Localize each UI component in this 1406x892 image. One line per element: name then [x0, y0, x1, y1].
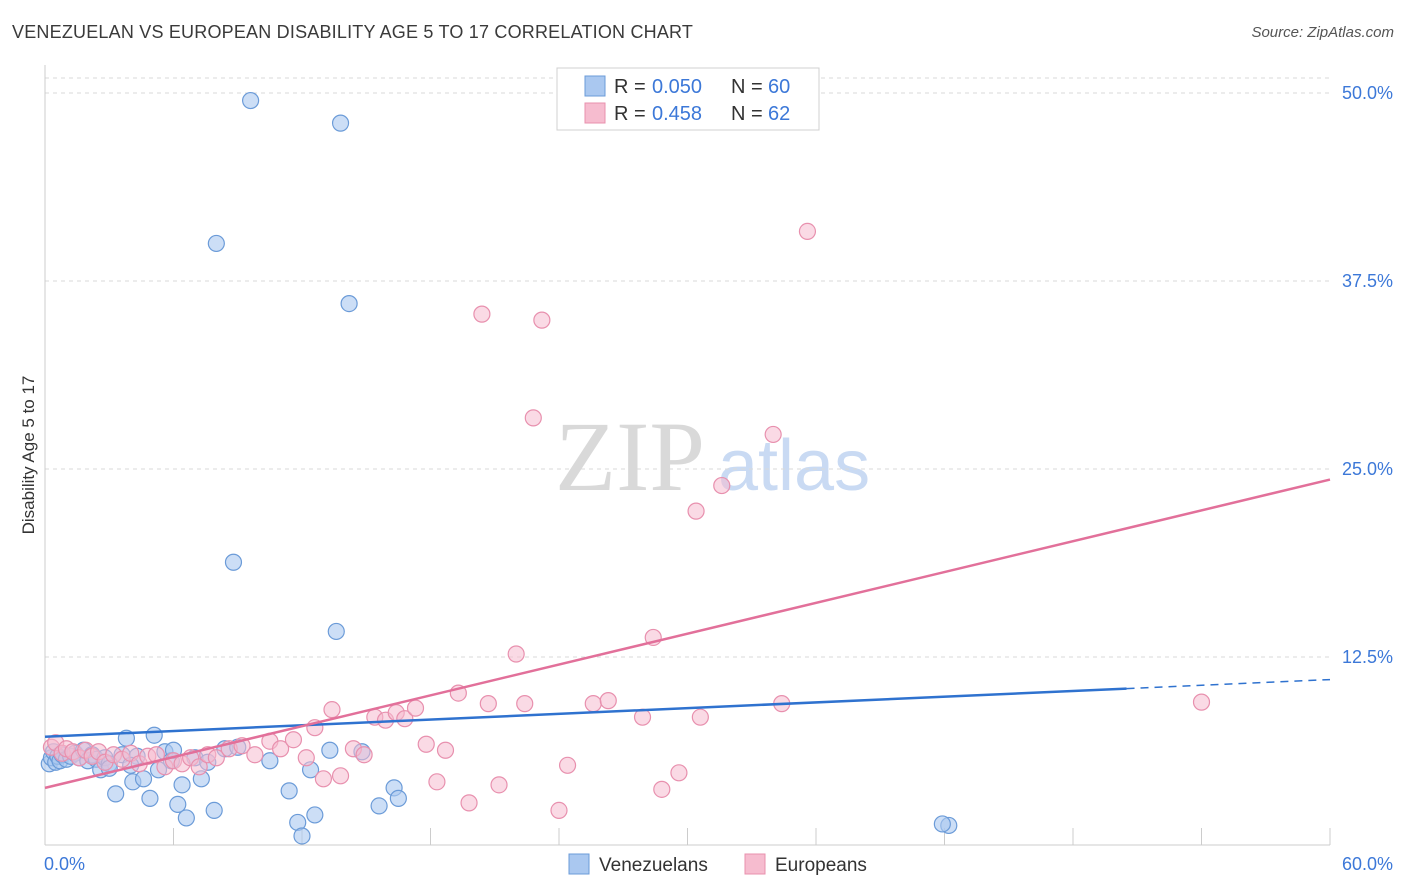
venezuelans-point — [340, 294, 358, 313]
europeans-point — [670, 764, 688, 782]
legend-swatch-venezuelans — [584, 75, 606, 97]
watermark-zip: ZIP — [555, 401, 705, 512]
europeans-point — [314, 770, 333, 788]
europeans-trend-line — [44, 478, 1331, 790]
venezuelans-point — [331, 114, 350, 132]
europeans-point — [516, 695, 534, 713]
y-tick-label: 12.5% — [1342, 647, 1393, 667]
europeans-point — [653, 780, 671, 798]
y-tick-label: 37.5% — [1342, 271, 1393, 291]
europeans-point — [271, 740, 290, 758]
legend-n-label-1: N = — [731, 76, 763, 98]
trend-lines — [44, 478, 1331, 790]
legend-r-label-2: R = — [614, 103, 646, 125]
europeans-point — [798, 222, 817, 240]
y-tick-label: 25.0% — [1342, 459, 1393, 479]
europeans-point — [147, 746, 165, 764]
europeans-point — [331, 767, 350, 785]
bottom-legend-europeans: Europeans — [775, 855, 867, 876]
bottom-legend-swatch-europeans — [744, 853, 766, 875]
axes — [44, 65, 1331, 846]
europeans-point — [460, 794, 478, 812]
europeans-point — [550, 801, 568, 820]
venezuelans-point — [306, 806, 324, 824]
europeans-point — [490, 776, 508, 794]
europeans-point — [436, 741, 455, 759]
venezuelans-trend-extension — [1126, 678, 1331, 690]
europeans-point — [558, 756, 577, 774]
europeans-points — [42, 222, 1211, 820]
europeans-point — [1192, 693, 1211, 711]
europeans-point — [599, 692, 617, 710]
europeans-point — [479, 695, 497, 713]
europeans-point — [190, 758, 208, 776]
venezuelans-point — [205, 801, 223, 820]
venezuelans-point — [177, 809, 195, 827]
europeans-point — [246, 746, 264, 764]
europeans-point — [507, 645, 525, 663]
x-tick-label-max: 60.0% — [1342, 854, 1393, 874]
europeans-point — [297, 749, 315, 767]
europeans-point — [323, 701, 341, 719]
venezuelans-point — [107, 785, 125, 803]
europeans-point — [584, 695, 602, 713]
venezuelans-point — [242, 91, 260, 110]
legend-swatch-europeans — [584, 102, 606, 124]
europeans-point — [207, 749, 225, 767]
y-axis-title: Disability Age 5 to 17 — [19, 376, 38, 535]
venezuelans-point — [370, 797, 388, 815]
europeans-point — [396, 710, 414, 728]
europeans-point — [533, 311, 551, 329]
legend-r-value-2: 0.458 — [652, 103, 702, 125]
y-tick-label: 50.0% — [1342, 83, 1393, 103]
europeans-point — [428, 773, 446, 791]
europeans-point — [764, 425, 782, 444]
venezuelans-point — [389, 789, 407, 807]
venezuelans-point — [293, 827, 311, 845]
legend-r-value-1: 0.050 — [652, 76, 702, 98]
venezuelans-point — [134, 770, 153, 788]
venezuelans-point — [145, 726, 163, 744]
venezuelans-point — [321, 741, 339, 759]
legend-n-label-2: N = — [731, 103, 763, 125]
legend-n-value-2: 62 — [768, 103, 790, 125]
venezuelans-point — [169, 795, 187, 813]
europeans-point — [713, 476, 731, 495]
tick-labels: 12.5% 25.0% 37.5% 50.0% 0.0% 60.0% — [44, 83, 1393, 874]
source-label: Source: ZipAtlas.com — [1251, 24, 1394, 41]
stats-legend: R = 0.050 N = 60 R = 0.458 N = 62 — [556, 67, 820, 131]
europeans-point — [406, 699, 425, 717]
venezuelans-point — [173, 776, 191, 794]
bottom-legend-swatch-venezuelans — [568, 853, 590, 875]
venezuelans-trend-line — [44, 687, 1127, 738]
venezuelans-point — [224, 553, 243, 571]
bottom-legend-venezuelans: Venezuelans — [599, 855, 708, 876]
venezuelans-point — [141, 789, 159, 807]
watermark-atlas: atlas — [718, 426, 870, 506]
gridlines — [45, 77, 1330, 658]
legend-n-value-1: 60 — [768, 76, 790, 98]
venezuelans-point — [207, 234, 225, 253]
europeans-point — [524, 409, 542, 427]
europeans-point — [284, 731, 303, 749]
venezuelans-point — [327, 622, 345, 641]
series-legend: Venezuelans Europeans — [568, 853, 867, 876]
x-tick-label-min: 0.0% — [44, 854, 85, 874]
venezuelans-point — [280, 782, 298, 800]
chart-title: VENEZUELAN VS EUROPEAN DISABILITY AGE 5 … — [12, 22, 694, 42]
legend-r-label-1: R = — [614, 76, 646, 98]
venezuelans-point — [933, 815, 951, 833]
europeans-point — [687, 502, 705, 520]
europeans-point — [473, 305, 491, 323]
venezuelans-point — [261, 752, 279, 770]
europeans-point — [355, 746, 373, 764]
europeans-point — [691, 708, 709, 726]
europeans-point — [417, 735, 435, 753]
